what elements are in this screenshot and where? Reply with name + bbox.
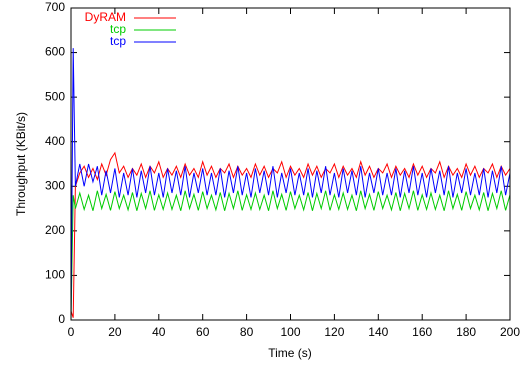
x-tick-label: 0 [68, 325, 75, 339]
x-tick-label: 140 [368, 325, 388, 339]
series-line [70, 151, 511, 318]
x-tick-label: 120 [324, 325, 344, 339]
x-tick-label: 200 [500, 325, 520, 339]
y-axis-label: Throughput (KBit/s) [14, 112, 28, 216]
y-tick-label: 0 [58, 312, 65, 326]
x-tick-label: 160 [412, 325, 432, 339]
x-tick-label: 20 [108, 325, 122, 339]
y-tick-label: 600 [45, 45, 65, 59]
x-axis-label: Time (s) [268, 346, 312, 360]
x-tick-label: 80 [240, 325, 254, 339]
x-tick-label: 180 [456, 325, 476, 339]
legend-label: tcp [110, 22, 126, 36]
x-tick-label: 100 [280, 325, 300, 339]
y-tick-label: 100 [45, 268, 65, 282]
y-tick-label: 700 [45, 0, 65, 14]
series-line [70, 190, 511, 321]
y-tick-label: 500 [45, 89, 65, 103]
y-tick-label: 300 [45, 178, 65, 192]
series-line [70, 48, 511, 321]
legend-label: tcp [110, 34, 126, 48]
y-tick-label: 400 [45, 134, 65, 148]
plot-border [70, 7, 511, 321]
legend-label: DyRAM [85, 10, 126, 24]
x-tick-label: 40 [152, 325, 166, 339]
y-tick-label: 200 [45, 223, 65, 237]
x-tick-label: 60 [196, 325, 210, 339]
